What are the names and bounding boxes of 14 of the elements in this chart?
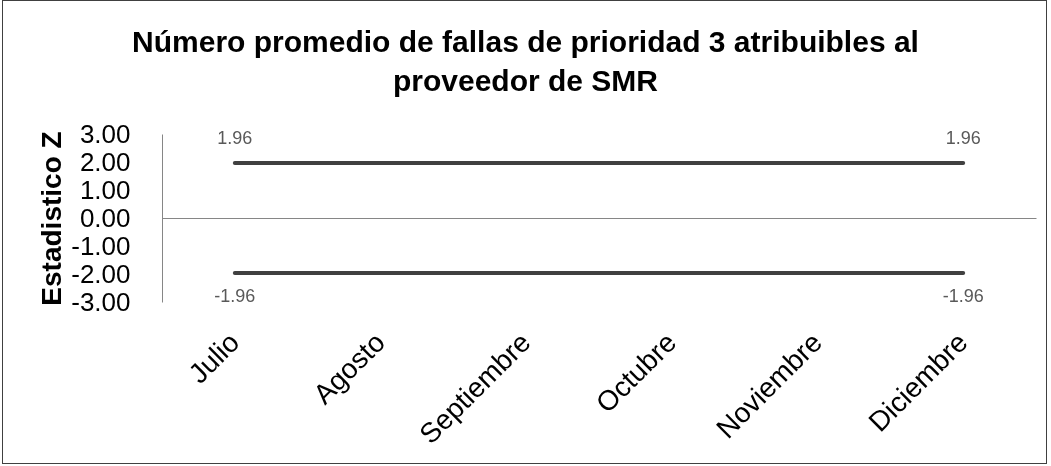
data-label: 1.96 xyxy=(945,128,981,149)
y-tick-label: 0.00 xyxy=(79,202,131,233)
y-tick-label: 2.00 xyxy=(79,146,131,177)
y-axis-title: Estadistico Z xyxy=(36,131,68,306)
y-tick-label: 3.00 xyxy=(79,118,131,149)
y-tick-label: -1.00 xyxy=(71,230,131,261)
data-label: 1.96 xyxy=(217,128,253,149)
y-tick-label: -2.00 xyxy=(71,258,131,289)
data-label: -1.96 xyxy=(214,285,256,306)
chart-title: Número promedio de fallas de prioridad 3 atribuibles al proveedor de SMR xyxy=(132,25,919,97)
y-tick-label: -3.00 xyxy=(71,286,131,317)
y-tick-label: 1.00 xyxy=(79,174,131,205)
data-label: -1.96 xyxy=(942,285,984,306)
x-tick-label: Julio xyxy=(182,326,246,390)
